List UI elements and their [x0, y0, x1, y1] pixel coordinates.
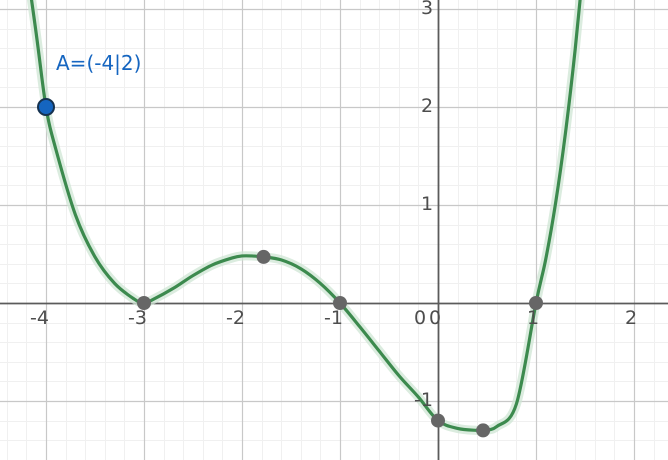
x-tick-label-neg4: -4: [30, 307, 49, 329]
point-label-A[interactable]: A=(-4|2): [56, 51, 142, 75]
x-tick-label-neg3: -3: [128, 307, 147, 329]
y-tick-label-neg1: -1: [414, 389, 433, 411]
x-tick-label-0: 0: [429, 307, 442, 329]
point-y_intercept[interactable]: [431, 413, 445, 428]
x-tick-label-2: 2: [625, 307, 638, 329]
point-local_max[interactable]: [256, 249, 271, 264]
point-root_mid[interactable]: [333, 296, 347, 310]
y-tick-label-2: 2: [421, 95, 434, 117]
x-tick-label-neg2: -2: [226, 307, 245, 329]
y-tick-label-1: 1: [421, 193, 434, 215]
point-A[interactable]: [37, 98, 55, 116]
origin-label: 0: [414, 307, 427, 329]
point-root_left[interactable]: [137, 296, 151, 310]
point-local_min[interactable]: [476, 423, 491, 438]
point-root_right[interactable]: [529, 296, 543, 310]
x-tick-label-neg1: -1: [324, 307, 343, 329]
x-tick-label-1: 1: [527, 307, 540, 329]
function-curve[interactable]: [0, 0, 614, 433]
y-tick-label-3: 3: [421, 0, 434, 19]
